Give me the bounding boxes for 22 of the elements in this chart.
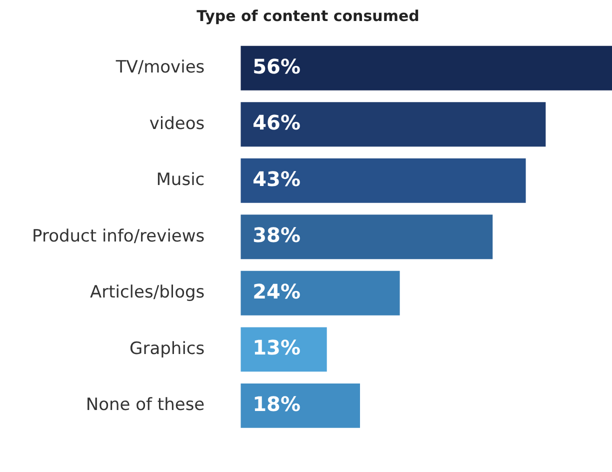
data-label: 13%: [252, 336, 301, 360]
data-label: 43%: [252, 166, 301, 191]
bar: [240, 102, 546, 147]
bar: [240, 214, 493, 260]
y-tick-label: Product info/reviews: [32, 226, 205, 246]
bar: [240, 46, 612, 90]
data-label: 18%: [252, 392, 301, 416]
data-label: 38%: [252, 223, 301, 248]
bar: [240, 270, 400, 316]
data-label: 24%: [252, 279, 301, 304]
y-tick-label: videos: [149, 114, 205, 134]
bar: [240, 158, 526, 203]
data-label: 56%: [252, 54, 301, 78]
y-tick-label: Articles/blogs: [90, 282, 205, 303]
chart-title: Type of content consumed: [196, 6, 420, 25]
data-label: 46%: [252, 110, 301, 135]
y-tick-label: Music: [156, 170, 205, 190]
bar: [240, 327, 327, 372]
bar: [240, 383, 360, 428]
y-tick-label: Graphics: [130, 338, 205, 359]
y-tick-label: None of these: [86, 395, 205, 416]
y-tick-label: TV/movies: [114, 58, 205, 78]
